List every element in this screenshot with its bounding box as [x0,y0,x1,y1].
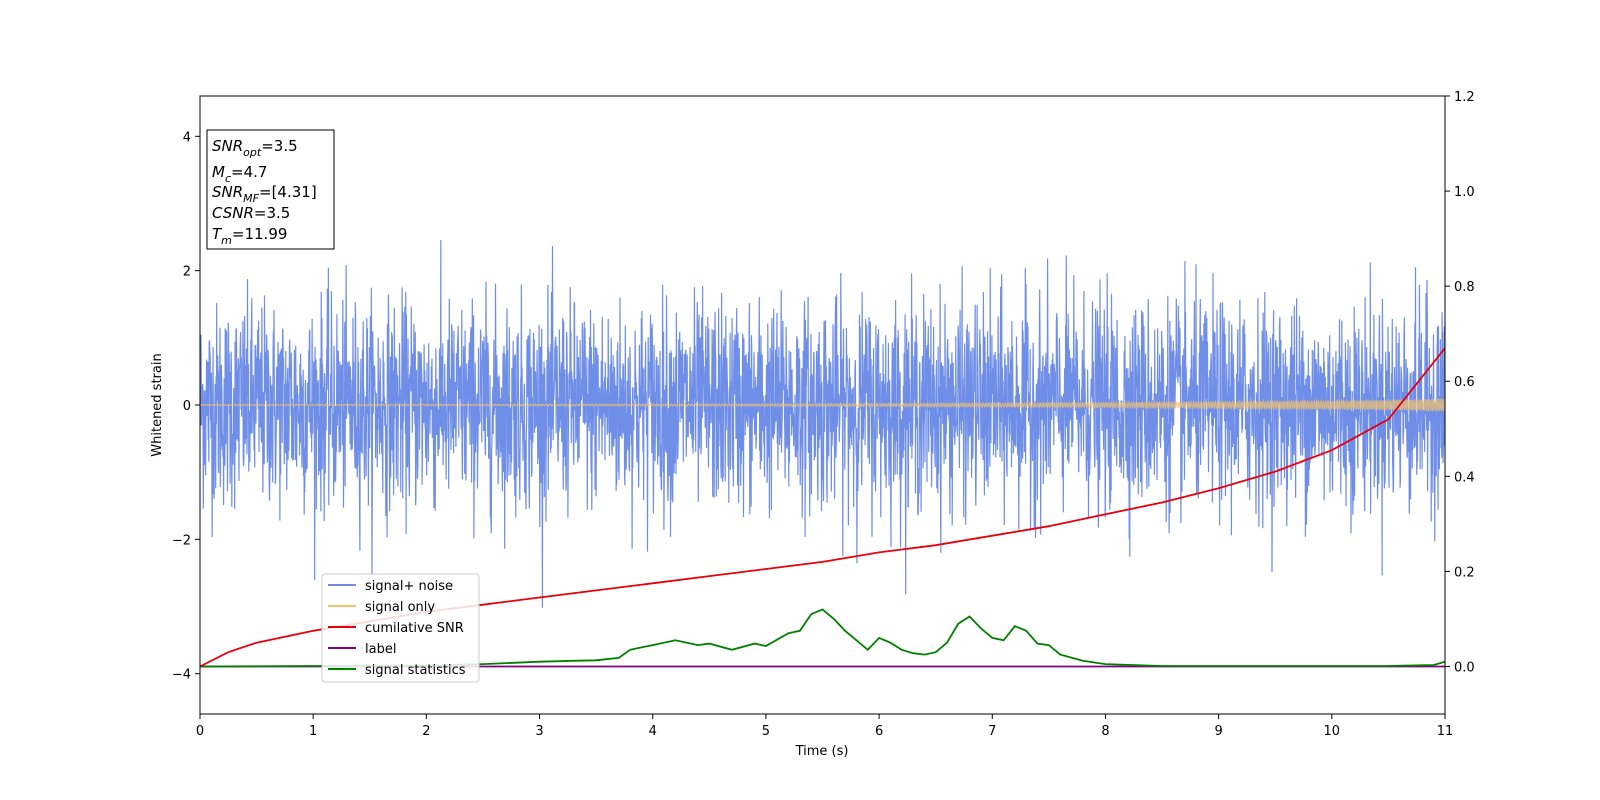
y-left-tick-label: 2 [183,265,191,280]
y-left-tick-label: 4 [183,130,191,145]
legend-label-label: label [365,642,396,657]
series-signal-noise [200,239,1445,608]
info-box: SNRopt=3.5 Mc=4.7 SNRMF=[4.31] CSNR=3.5 … [206,129,335,250]
info-line-mc: Mc=4.7 [212,163,267,185]
legend-frame [321,573,480,683]
legend-label-signal-only: signal only [365,600,435,615]
y-right-tick-label: 0.2 [1454,565,1475,580]
y-right-tick-label: 1.0 [1454,185,1475,200]
info-line-tm: Tm=11.99 [212,225,287,247]
x-tick-label: 10 [1324,724,1341,739]
info-line-snr-opt: SNRopt=3.5 [212,137,298,159]
y-left-tick-label: −4 [172,668,191,683]
x-tick-label: 6 [875,724,883,739]
y-right-tick-label: 0.0 [1454,660,1475,675]
x-tick-label: 1 [309,724,317,739]
info-line-snr-mf: SNRMF=[4.31] [212,183,317,205]
legend: signal+ noise signal only cumilative SNR… [321,573,480,683]
x-tick-label: 7 [988,724,996,739]
y-axis-label: Whitened strain [150,353,165,456]
legend-label-signal-noise: signal+ noise [365,579,453,594]
legend-label-signal-statistics: signal statistics [365,663,466,678]
x-tick-label: 5 [762,724,770,739]
series-signal-statistics [200,608,1445,668]
legend-label-cumulative-snr: cumilative SNR [365,621,464,636]
x-axis-label: Time (s) [795,744,849,759]
x-tick-label: 8 [1101,724,1109,739]
x-tick-label: 3 [535,724,543,739]
y-right-tick-label: 0.4 [1454,470,1475,485]
y-right-tick-label: 1.2 [1454,90,1475,105]
info-box-frame [206,129,335,250]
x-tick-label: 9 [1214,724,1222,739]
x-tick-label: 4 [649,724,657,739]
y-right-tick-label: 0.6 [1454,375,1475,390]
y-left-tick-label: 0 [183,399,191,414]
y-right-tick-label: 0.8 [1454,280,1475,295]
info-line-csnr: CSNR=3.5 [212,204,290,222]
x-tick-label: 0 [196,724,204,739]
y-left-tick-label: −2 [172,533,191,548]
axes-layer: 0 1 2 3 4 5 6 7 8 9 10 11 4 2 0 −2 −4 1.2 1.0 0.8 0.6 0.4 0.2 0… [172,90,1475,739]
x-tick-label: 11 [1437,724,1454,739]
x-tick-label: 2 [422,724,430,739]
series-signal-only [200,396,1445,413]
